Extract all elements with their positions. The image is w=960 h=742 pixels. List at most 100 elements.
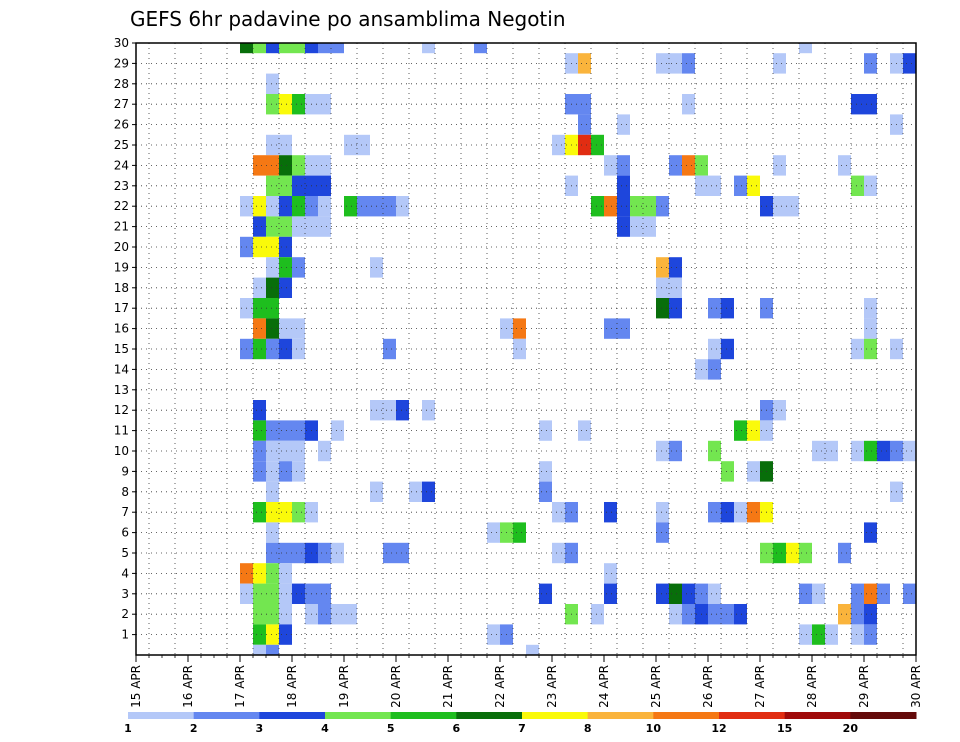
heatmap-cell — [721, 461, 734, 482]
heatmap-cell — [279, 43, 292, 54]
heatmap-cell — [318, 43, 331, 54]
heatmap-cell — [643, 216, 656, 237]
colorbar: 1 2 3 4 5 6 7 8 10 12 15 20 — [124, 712, 917, 735]
heatmap-cell — [591, 604, 604, 625]
y-tick-label: 1 — [121, 628, 129, 642]
heatmap-cell — [708, 502, 721, 523]
y-tick-label: 8 — [121, 485, 129, 499]
heatmap-cell — [253, 420, 266, 441]
heatmap-cell — [669, 155, 682, 176]
heatmap-cell — [708, 440, 721, 462]
heatmap-cell — [266, 461, 279, 482]
heatmap-cell — [331, 43, 344, 54]
heatmap-cell — [539, 583, 552, 604]
x-tick-label: 26 APR — [701, 665, 715, 708]
heatmap-cell — [851, 94, 864, 115]
colorbar-label: 4 — [321, 722, 329, 735]
heatmap-cell — [838, 604, 851, 625]
heatmap-cell — [734, 175, 747, 196]
heatmap-cell — [526, 644, 539, 655]
heatmap-cell — [812, 440, 825, 462]
heatmap-cell — [266, 216, 279, 237]
heatmap-cell — [656, 196, 669, 217]
heatmap-cell — [279, 134, 292, 156]
heatmap-cell — [747, 420, 760, 441]
heatmap-cells — [240, 43, 916, 655]
heatmap-cell — [266, 175, 279, 196]
heatmap-cell — [266, 522, 279, 543]
heatmap-cell — [292, 420, 305, 441]
heatmap-cell — [396, 400, 409, 421]
heatmap-cell — [539, 420, 552, 441]
x-tick-label: 19 APR — [337, 665, 351, 708]
heatmap-cell — [617, 155, 630, 176]
heatmap-cell — [292, 583, 305, 604]
x-tick-label: 24 APR — [597, 665, 611, 708]
heatmap-cell — [812, 624, 825, 645]
heatmap-cell — [851, 624, 864, 645]
x-tick-label: 22 APR — [493, 665, 507, 708]
colorbar-label: 6 — [453, 722, 461, 735]
heatmap-cell — [721, 298, 734, 319]
heatmap-cell — [656, 298, 669, 319]
x-tick-label: 23 APR — [545, 665, 559, 708]
heatmap-cell — [279, 338, 292, 360]
heatmap-cell — [513, 522, 526, 543]
heatmap-cell — [669, 604, 682, 625]
heatmap-cell — [851, 338, 864, 360]
colorbar-swatch — [587, 712, 654, 719]
colorbar-label: 2 — [190, 722, 198, 735]
colorbar-swatch — [259, 712, 326, 719]
heatmap-cell — [708, 175, 721, 196]
heatmap-cell — [266, 542, 279, 564]
heatmap-cell — [318, 175, 331, 196]
heatmap-cell — [877, 440, 890, 462]
colorbar-swatch — [325, 712, 392, 719]
heatmap-cell — [344, 134, 357, 156]
heatmap-cell — [331, 604, 344, 625]
y-tick-label: 23 — [114, 179, 129, 193]
heatmap-cell — [864, 624, 877, 645]
y-tick-label: 21 — [114, 220, 129, 234]
heatmap-cell — [617, 196, 630, 217]
x-tick-label: 21 APR — [441, 665, 455, 708]
heatmap-cell — [552, 502, 565, 523]
heatmap-cell — [799, 583, 812, 604]
x-axis-ticks: 15 APR 16 APR 17 APR 18 APR 19 APR 20 APR 21 A… — [129, 655, 923, 708]
heatmap-cell — [656, 257, 669, 278]
heatmap-cell — [656, 440, 669, 462]
heatmap-cell — [383, 338, 396, 360]
heatmap-cell — [708, 583, 721, 604]
x-tick-label: 18 APR — [285, 665, 299, 708]
heatmap-cell — [292, 175, 305, 196]
heatmap-cell — [669, 277, 682, 298]
heatmap-cell — [409, 481, 422, 502]
heatmap-cell — [292, 318, 305, 339]
colorbar-swatch — [128, 712, 195, 719]
colorbar-swatch — [456, 712, 523, 719]
heatmap-cell — [292, 338, 305, 360]
heatmap-cell — [253, 155, 266, 176]
heatmap-cell — [305, 43, 318, 54]
heatmap-cell — [318, 604, 331, 625]
y-tick-label: 12 — [114, 403, 129, 417]
heatmap-cell — [838, 542, 851, 564]
colorbar-swatch — [653, 712, 720, 719]
heatmap-cell — [617, 318, 630, 339]
heatmap-cell — [721, 338, 734, 360]
heatmap-cell — [656, 277, 669, 298]
heatmap-cell — [253, 236, 266, 258]
colorbar-label: 1 — [124, 722, 132, 735]
heatmap-cell — [266, 338, 279, 360]
heatmap-cell — [669, 257, 682, 278]
heatmap-cell — [344, 196, 357, 217]
heatmap-cell — [864, 604, 877, 625]
heatmap-cell — [864, 338, 877, 360]
heatmap-cell — [578, 134, 591, 156]
x-tick-label: 27 APR — [753, 665, 767, 708]
heatmap-cell — [383, 196, 396, 217]
heatmap-cell — [279, 257, 292, 278]
heatmap-cell — [773, 196, 786, 217]
heatmap-cell — [279, 440, 292, 462]
heatmap-cell — [279, 624, 292, 645]
